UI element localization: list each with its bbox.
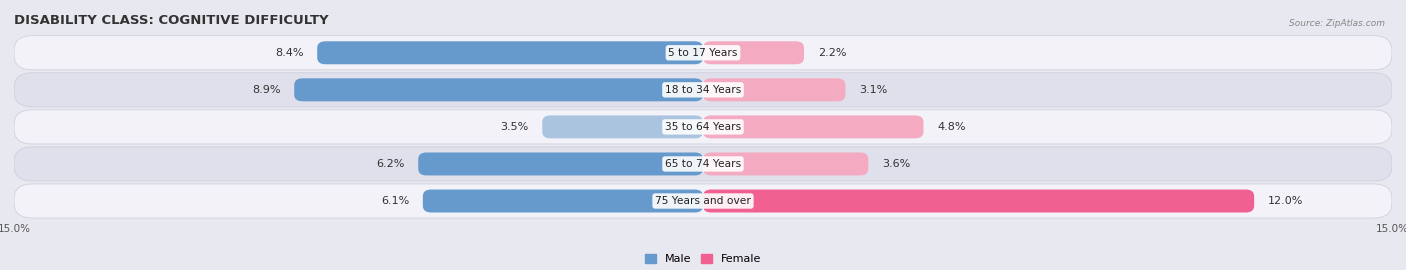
Text: 75 Years and over: 75 Years and over (655, 196, 751, 206)
FancyBboxPatch shape (703, 115, 924, 139)
Text: Source: ZipAtlas.com: Source: ZipAtlas.com (1289, 19, 1385, 28)
Text: DISABILITY CLASS: COGNITIVE DIFFICULTY: DISABILITY CLASS: COGNITIVE DIFFICULTY (14, 14, 329, 27)
FancyBboxPatch shape (14, 110, 1392, 144)
FancyBboxPatch shape (14, 36, 1392, 70)
FancyBboxPatch shape (318, 41, 703, 64)
FancyBboxPatch shape (543, 115, 703, 139)
FancyBboxPatch shape (294, 78, 703, 101)
FancyBboxPatch shape (703, 78, 845, 101)
Text: 35 to 64 Years: 35 to 64 Years (665, 122, 741, 132)
FancyBboxPatch shape (423, 190, 703, 212)
Text: 4.8%: 4.8% (938, 122, 966, 132)
Text: 5 to 17 Years: 5 to 17 Years (668, 48, 738, 58)
FancyBboxPatch shape (14, 147, 1392, 181)
FancyBboxPatch shape (14, 184, 1392, 218)
Text: 18 to 34 Years: 18 to 34 Years (665, 85, 741, 95)
Text: 8.9%: 8.9% (252, 85, 280, 95)
Text: 12.0%: 12.0% (1268, 196, 1303, 206)
Legend: Male, Female: Male, Female (641, 249, 765, 269)
Text: 65 to 74 Years: 65 to 74 Years (665, 159, 741, 169)
Text: 2.2%: 2.2% (818, 48, 846, 58)
FancyBboxPatch shape (703, 153, 869, 176)
Text: 6.1%: 6.1% (381, 196, 409, 206)
FancyBboxPatch shape (703, 41, 804, 64)
FancyBboxPatch shape (14, 73, 1392, 107)
Text: 8.4%: 8.4% (276, 48, 304, 58)
Text: 3.6%: 3.6% (882, 159, 910, 169)
Text: 6.2%: 6.2% (375, 159, 405, 169)
FancyBboxPatch shape (703, 190, 1254, 212)
Text: 3.1%: 3.1% (859, 85, 887, 95)
Text: 3.5%: 3.5% (501, 122, 529, 132)
FancyBboxPatch shape (418, 153, 703, 176)
